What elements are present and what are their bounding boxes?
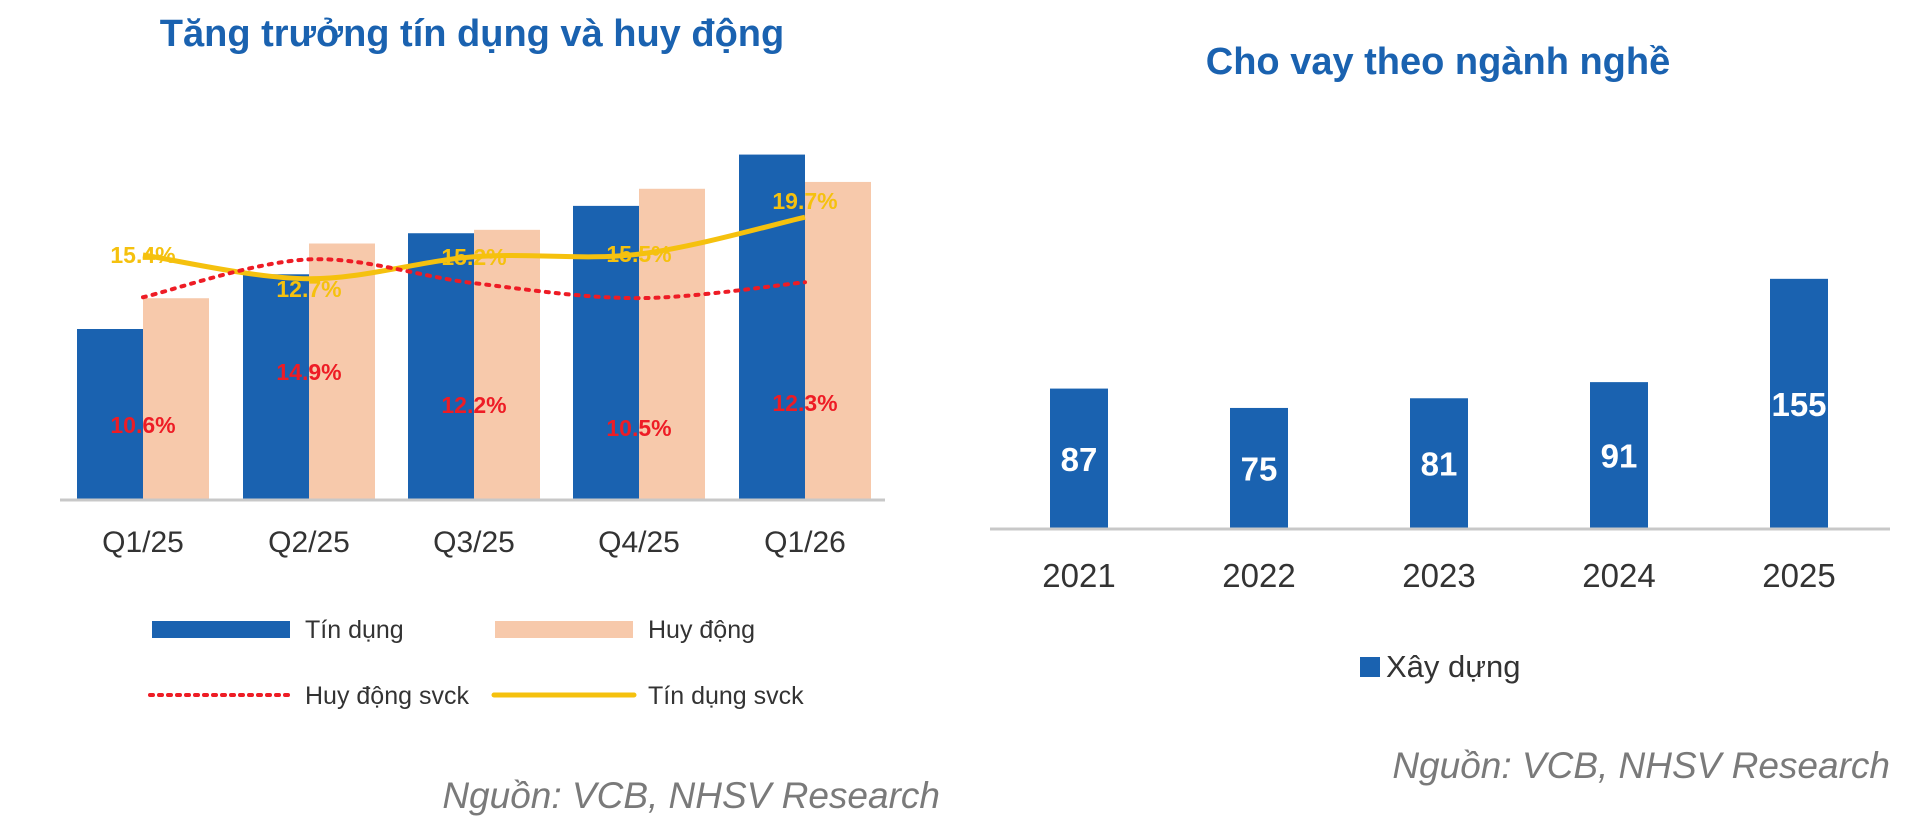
legend-swatch-credit: [152, 621, 290, 638]
bar-credit: [243, 274, 309, 500]
legend-item-credit-yoy: Tín dụng svck: [491, 682, 804, 710]
label-mobilization-yoy: 14.9%: [276, 359, 341, 385]
bar-construction: [1230, 407, 1288, 529]
x-tick-label: 2022: [1222, 557, 1295, 594]
bar-mobilization: [474, 229, 540, 500]
bar-mobilization: [143, 298, 209, 500]
label-credit-yoy: 15.5%: [606, 241, 671, 267]
legend-swatch-mobilization: [495, 621, 633, 638]
right-legend: Xây dựng: [1360, 649, 1521, 684]
x-tick-label: 2025: [1762, 557, 1835, 594]
x-tick-label: Q4/25: [598, 526, 680, 559]
label-credit-yoy: 15.4%: [110, 242, 175, 268]
bar-credit: [77, 329, 143, 500]
credit-mobilization-chart: Tăng trưởng tín dụng và huy động Q1/25 Q2…: [60, 13, 940, 816]
label-mobilization-yoy: 10.6%: [110, 412, 175, 438]
bar-construction: [1050, 388, 1108, 529]
bar-value-label: 155: [1771, 386, 1826, 423]
legend-label-credit: Tín dụng: [305, 616, 404, 644]
bar-value-label: 91: [1601, 438, 1638, 475]
legend-label-mobilization: Huy động: [648, 616, 755, 644]
left-yoy-lines: [141, 214, 807, 301]
left-bars: [77, 154, 871, 501]
left-percent-labels: 15.4% 10.6% 12.7% 14.9% 15.2% 12.2% 15.5% 10.5%…: [110, 188, 837, 441]
left-chart-title: Tăng trưởng tín dụng và huy động: [160, 13, 784, 55]
right-chart-title: Cho vay theo ngành nghề: [1206, 41, 1670, 83]
bar-credit: [739, 154, 805, 500]
label-mobilization-yoy: 10.5%: [606, 415, 671, 441]
bar-value-label: 87: [1061, 441, 1098, 478]
x-tick-label: 2024: [1582, 557, 1655, 594]
legend-label-credit-yoy: Tín dụng svck: [648, 682, 804, 710]
right-bars: 87 75 81 91 155: [1050, 278, 1828, 529]
bar-construction: [1410, 398, 1468, 529]
legend-swatch-construction: [1360, 657, 1380, 677]
bar-construction: [1590, 382, 1648, 529]
right-source-note: Nguồn: VCB, NHSV Research: [1392, 745, 1890, 786]
bar-construction: [1770, 278, 1828, 529]
label-mobilization-yoy: 12.2%: [441, 392, 506, 418]
left-legend: Tín dụng Huy động Huy động svck Tín dụng…: [148, 616, 804, 710]
left-source-note: Nguồn: VCB, NHSV Research: [442, 775, 940, 816]
left-x-ticks: Q1/25 Q2/25 Q3/25 Q4/25 Q1/26: [102, 526, 846, 559]
label-credit-yoy: 12.7%: [276, 276, 341, 302]
bar-mobilization: [805, 181, 871, 500]
x-tick-label: 2021: [1042, 557, 1115, 594]
lending-by-sector-chart: Cho vay theo ngành nghề 87 75 81 91 155 2021…: [990, 41, 1890, 786]
legend-item-credit: Tín dụng: [152, 616, 404, 644]
x-tick-label: Q2/25: [268, 526, 350, 559]
x-tick-label: 2023: [1402, 557, 1475, 594]
label-credit-yoy: 15.2%: [441, 244, 506, 270]
bar-mobilization: [309, 243, 375, 500]
legend-label-mobilization-yoy: Huy động svck: [305, 682, 469, 710]
line-credit-yoy: [142, 214, 806, 282]
legend-item-mobilization-yoy: Huy động svck: [148, 682, 469, 710]
bar-value-label: 75: [1241, 450, 1278, 487]
x-tick-label: Q3/25: [433, 526, 515, 559]
bar-mobilization: [639, 188, 705, 500]
right-x-ticks: 2021 2022 2023 2024 2025: [1042, 557, 1835, 594]
bar-value-label: 81: [1421, 446, 1458, 483]
label-credit-yoy: 19.7%: [772, 188, 837, 214]
x-tick-label: Q1/25: [102, 526, 184, 559]
legend-label-construction: Xây dựng: [1386, 649, 1521, 684]
legend-item-mobilization: Huy động: [495, 616, 755, 644]
x-tick-label: Q1/26: [764, 526, 846, 559]
label-mobilization-yoy: 12.3%: [772, 390, 837, 416]
